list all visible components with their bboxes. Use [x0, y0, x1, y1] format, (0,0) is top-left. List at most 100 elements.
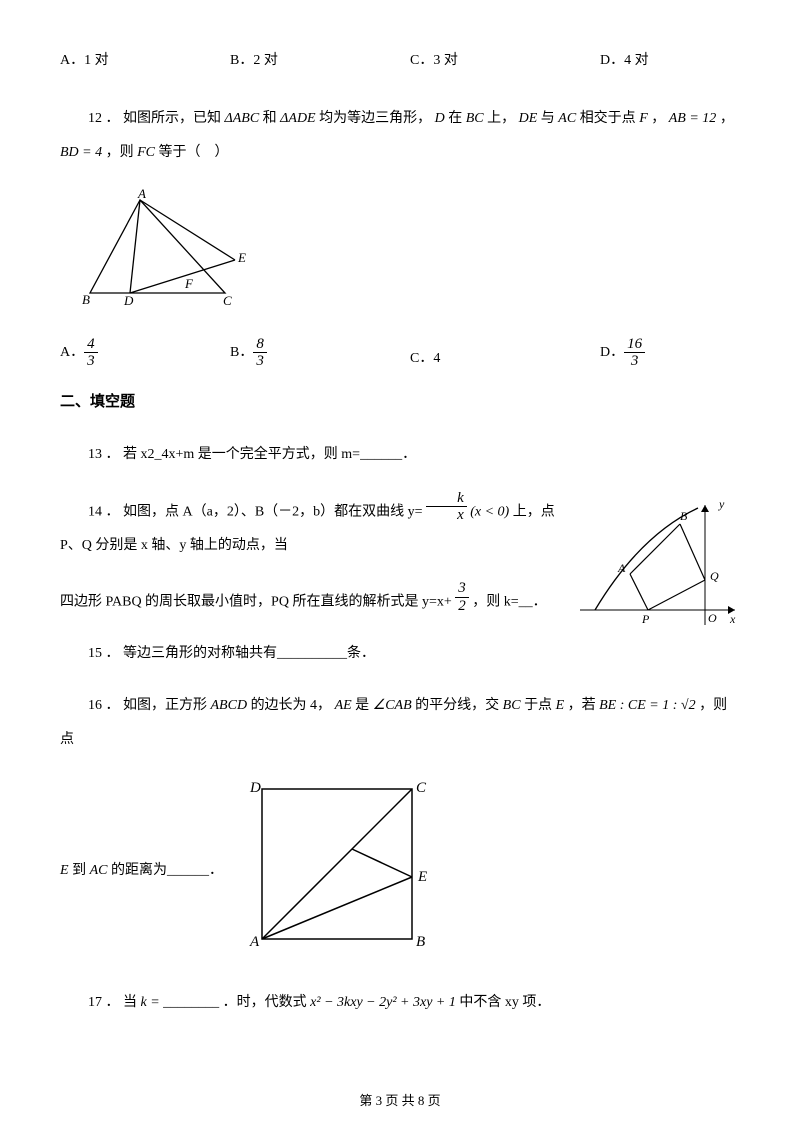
q12-l2m1: BD = 4 — [60, 145, 102, 160]
q16-l2b: 的距离为______． — [111, 863, 223, 878]
svg-text:E: E — [237, 250, 246, 265]
q14-f2d: 2 — [455, 598, 469, 615]
q13-text: 若 x2_4x+m 是一个完全平方式，则 m=______． — [123, 447, 416, 462]
q11-options: A．1 对 B．2 对 C．3 对 D．4 对 — [60, 50, 740, 72]
q16: 16 ． 如图，正方形 ABCD 的边长为 4， AE 是 ∠CAB 的平分线，… — [60, 689, 740, 756]
q14-t3: 四边形 PABQ 的周长取最小值时，PQ 所在直线的解析式是 y=x+ — [60, 595, 452, 610]
svg-text:E: E — [417, 869, 427, 885]
q12-ti: ， — [720, 111, 734, 126]
q12-m6: AC — [558, 111, 576, 126]
q16-m5: E — [556, 698, 565, 713]
q14-t4: ，则 k=__． — [472, 595, 546, 610]
q16-t5: 于点 — [524, 698, 552, 713]
q17-t3: 中不含 xy 项． — [459, 995, 550, 1010]
q15-num: 15 ． — [88, 646, 120, 661]
svg-text:D: D — [249, 780, 261, 796]
q13: 13 ． 若 x2_4x+m 是一个完全平方式，则 m=______． — [60, 438, 740, 472]
q12-m1: ΔABC — [225, 111, 260, 126]
q12-opt-b-label: B． — [230, 342, 253, 364]
q17-expr: x² − 3kxy − 2y² + 3xy + 1 — [310, 995, 456, 1010]
q12-m2: ΔADE — [280, 111, 315, 126]
q14-figure: y x A B P Q O — [580, 500, 740, 638]
q16-m2: AE — [335, 698, 352, 713]
svg-text:P: P — [641, 612, 650, 626]
q17-m1: k = — [141, 995, 160, 1010]
q12-a-num: 4 — [84, 336, 98, 354]
q12-m3: D — [435, 111, 445, 126]
q11-option-b: B．2 对 — [230, 50, 410, 72]
q14-fd: x — [426, 507, 467, 524]
q12-b-den: 3 — [253, 353, 267, 370]
q16-m4: BC — [503, 698, 521, 713]
q16-l2m1: E — [60, 863, 69, 878]
q14: 14 ． 如图，点 A（a，2）、B（－2，b）都在双曲线 y= kx (x <… — [60, 490, 740, 620]
q12-stem: 12 ． 如图所示，已知 ΔABC 和 ΔADE 均为等边三角形， D 在 BC… — [60, 102, 740, 169]
svg-text:A: A — [617, 561, 626, 575]
svg-text:O: O — [708, 611, 717, 625]
svg-text:x: x — [729, 612, 736, 626]
q16-line2: E 到 AC 的距离为______． D C A B E — [60, 774, 740, 968]
q12-opt-a: A． 43 — [60, 336, 230, 370]
q16-num: 16 ． — [88, 698, 120, 713]
q12-td: 在 — [448, 111, 462, 126]
q12-opt-b: B． 83 — [230, 336, 410, 370]
q12-l2m2: FC — [137, 145, 155, 160]
q16-m6: BE : CE = 1 : √2 — [599, 698, 695, 713]
page-footer: 第 3 页 共 8 页 — [0, 1091, 800, 1112]
svg-text:B: B — [82, 292, 90, 307]
q14-t1: 如图，点 A（a，2）、B（－2，b）都在双曲线 y= — [123, 504, 423, 519]
svg-text:y: y — [718, 500, 725, 511]
q12-opt-c: C．4 — [410, 348, 600, 370]
q17-t2: ．时，代数式 — [223, 995, 307, 1010]
q12-th: ， — [651, 111, 665, 126]
q14-fn: k — [426, 490, 467, 508]
q11-option-d: D．4 对 — [600, 50, 740, 72]
q16-figure: D C A B E — [232, 774, 432, 968]
svg-text:C: C — [416, 780, 427, 796]
svg-text:F: F — [184, 276, 194, 291]
q12-l2a: ，则 — [106, 145, 134, 160]
q13-num: 13 ． — [88, 447, 120, 462]
svg-text:A: A — [137, 188, 146, 201]
svg-text:C: C — [223, 293, 232, 308]
q17-blank: ________ — [163, 995, 219, 1010]
q12-l2b: 等于（ ） — [159, 145, 229, 160]
q16-m3: ∠CAB — [373, 698, 412, 713]
q12-te: 上， — [487, 111, 515, 126]
section-2-title: 二、填空题 — [60, 390, 740, 414]
q12-ta: 如图所示，已知 — [123, 111, 221, 126]
q17-num: 17 ． — [88, 995, 120, 1010]
q14-f2n: 3 — [455, 580, 469, 598]
q15-text: 等边三角形的对称轴共有__________条． — [123, 646, 375, 661]
q12-opt-d-label: D． — [600, 342, 624, 364]
q12-m5: DE — [519, 111, 538, 126]
q12-tc: 均为等边三角形， — [319, 111, 431, 126]
q16-t2: 的边长为 4， — [251, 698, 332, 713]
q12-d-num: 16 — [624, 336, 645, 354]
q16-t3: 是 — [355, 698, 369, 713]
q12-figure: A B C D E F — [80, 188, 740, 316]
q11-option-c: C．3 对 — [410, 50, 600, 72]
q12-m7: F — [639, 111, 648, 126]
q11-option-a: A．1 对 — [60, 50, 230, 72]
q12-m4: BC — [466, 111, 484, 126]
q14-num: 14 ． — [88, 504, 120, 519]
q12-tg: 相交于点 — [580, 111, 636, 126]
q17: 17 ． 当 k = ________ ．时，代数式 x² − 3kxy − 2… — [60, 986, 740, 1020]
q16-t6: ，若 — [568, 698, 596, 713]
q15: 15 ． 等边三角形的对称轴共有__________条． — [60, 637, 740, 671]
q12-opt-d: D． 163 — [600, 336, 740, 370]
q12-opt-a-label: A． — [60, 342, 84, 364]
svg-text:Q: Q — [710, 569, 719, 583]
svg-text:A: A — [249, 934, 260, 950]
svg-text:B: B — [416, 934, 425, 950]
q12-a-den: 3 — [84, 353, 98, 370]
q12-tb: 和 — [263, 111, 277, 126]
q12-b-num: 8 — [253, 336, 267, 354]
q17-t1: 当 — [123, 995, 137, 1010]
q12-m8: AB = 12 — [669, 111, 717, 126]
q16-t4: 的平分线，交 — [415, 698, 499, 713]
q16-l2m2: AC — [90, 863, 108, 878]
q16-t1: 如图，正方形 — [123, 698, 207, 713]
svg-text:D: D — [123, 293, 134, 308]
